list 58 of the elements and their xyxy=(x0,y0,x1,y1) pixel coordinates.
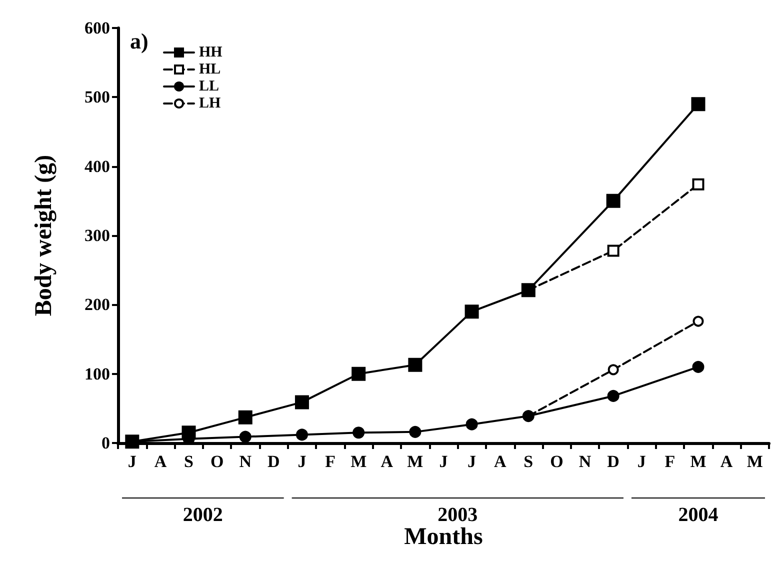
x-tick-label: J xyxy=(468,452,477,471)
point xyxy=(691,97,706,112)
text: 2002 xyxy=(182,504,223,526)
x-tick-label: D xyxy=(607,452,620,471)
point xyxy=(238,410,252,424)
x-tick-label: A xyxy=(720,452,734,471)
point xyxy=(408,358,422,372)
text: 2003 xyxy=(438,504,478,526)
y-tick-label: 600 xyxy=(84,18,110,38)
x-tick-label: A xyxy=(380,452,394,471)
point xyxy=(607,390,620,402)
point xyxy=(692,178,704,190)
y-tick-label: 200 xyxy=(84,295,110,314)
x-tick-label: S xyxy=(184,452,194,471)
x-tick-label: O xyxy=(550,452,564,471)
y-tick-label: 500 xyxy=(84,88,110,107)
legend-label: HL xyxy=(199,62,221,78)
x-tick-label: M xyxy=(350,452,367,471)
point xyxy=(466,418,478,430)
x-tick-label: A xyxy=(154,452,168,471)
y-tick-label: 300 xyxy=(84,226,110,245)
x-tick-label: N xyxy=(239,452,252,471)
x-tick-label: A xyxy=(494,452,507,471)
x-tick-label: M xyxy=(746,452,763,471)
x-tick-label: O xyxy=(210,452,224,471)
point xyxy=(239,430,252,443)
point xyxy=(608,364,619,376)
x-axis-title: Months xyxy=(404,524,483,550)
x-tick-label: N xyxy=(578,452,592,471)
legend-label: LL xyxy=(199,78,220,94)
point xyxy=(606,194,620,208)
y-tick-label: 0 xyxy=(102,434,110,452)
point xyxy=(352,426,365,439)
y-axis-title: Body weight (g) xyxy=(31,154,57,316)
x-tick-label: J xyxy=(439,452,448,471)
point xyxy=(409,426,422,438)
x-tick-label: F xyxy=(664,452,676,471)
y-tick-label: 400 xyxy=(84,156,110,176)
x-tick-label: J xyxy=(128,452,137,471)
y-tick-label: 100 xyxy=(84,364,110,384)
legend-label: HH xyxy=(199,44,223,60)
point xyxy=(294,395,309,410)
legend-label: LH xyxy=(199,96,222,112)
x-tick-label: M xyxy=(407,452,424,471)
x-tick-label: M xyxy=(690,452,706,471)
x-tick-label: S xyxy=(524,452,534,471)
point xyxy=(296,428,308,441)
annotation: a) xyxy=(130,28,148,54)
point xyxy=(607,244,620,257)
point xyxy=(464,304,479,319)
x-tick-label: D xyxy=(268,452,280,471)
x-tick-label: J xyxy=(637,452,646,471)
x-tick-label: F xyxy=(325,452,336,471)
point xyxy=(352,366,366,381)
text: 2004 xyxy=(678,504,718,526)
x-tick-label: J xyxy=(298,452,307,471)
point xyxy=(692,360,704,373)
point xyxy=(692,316,704,327)
